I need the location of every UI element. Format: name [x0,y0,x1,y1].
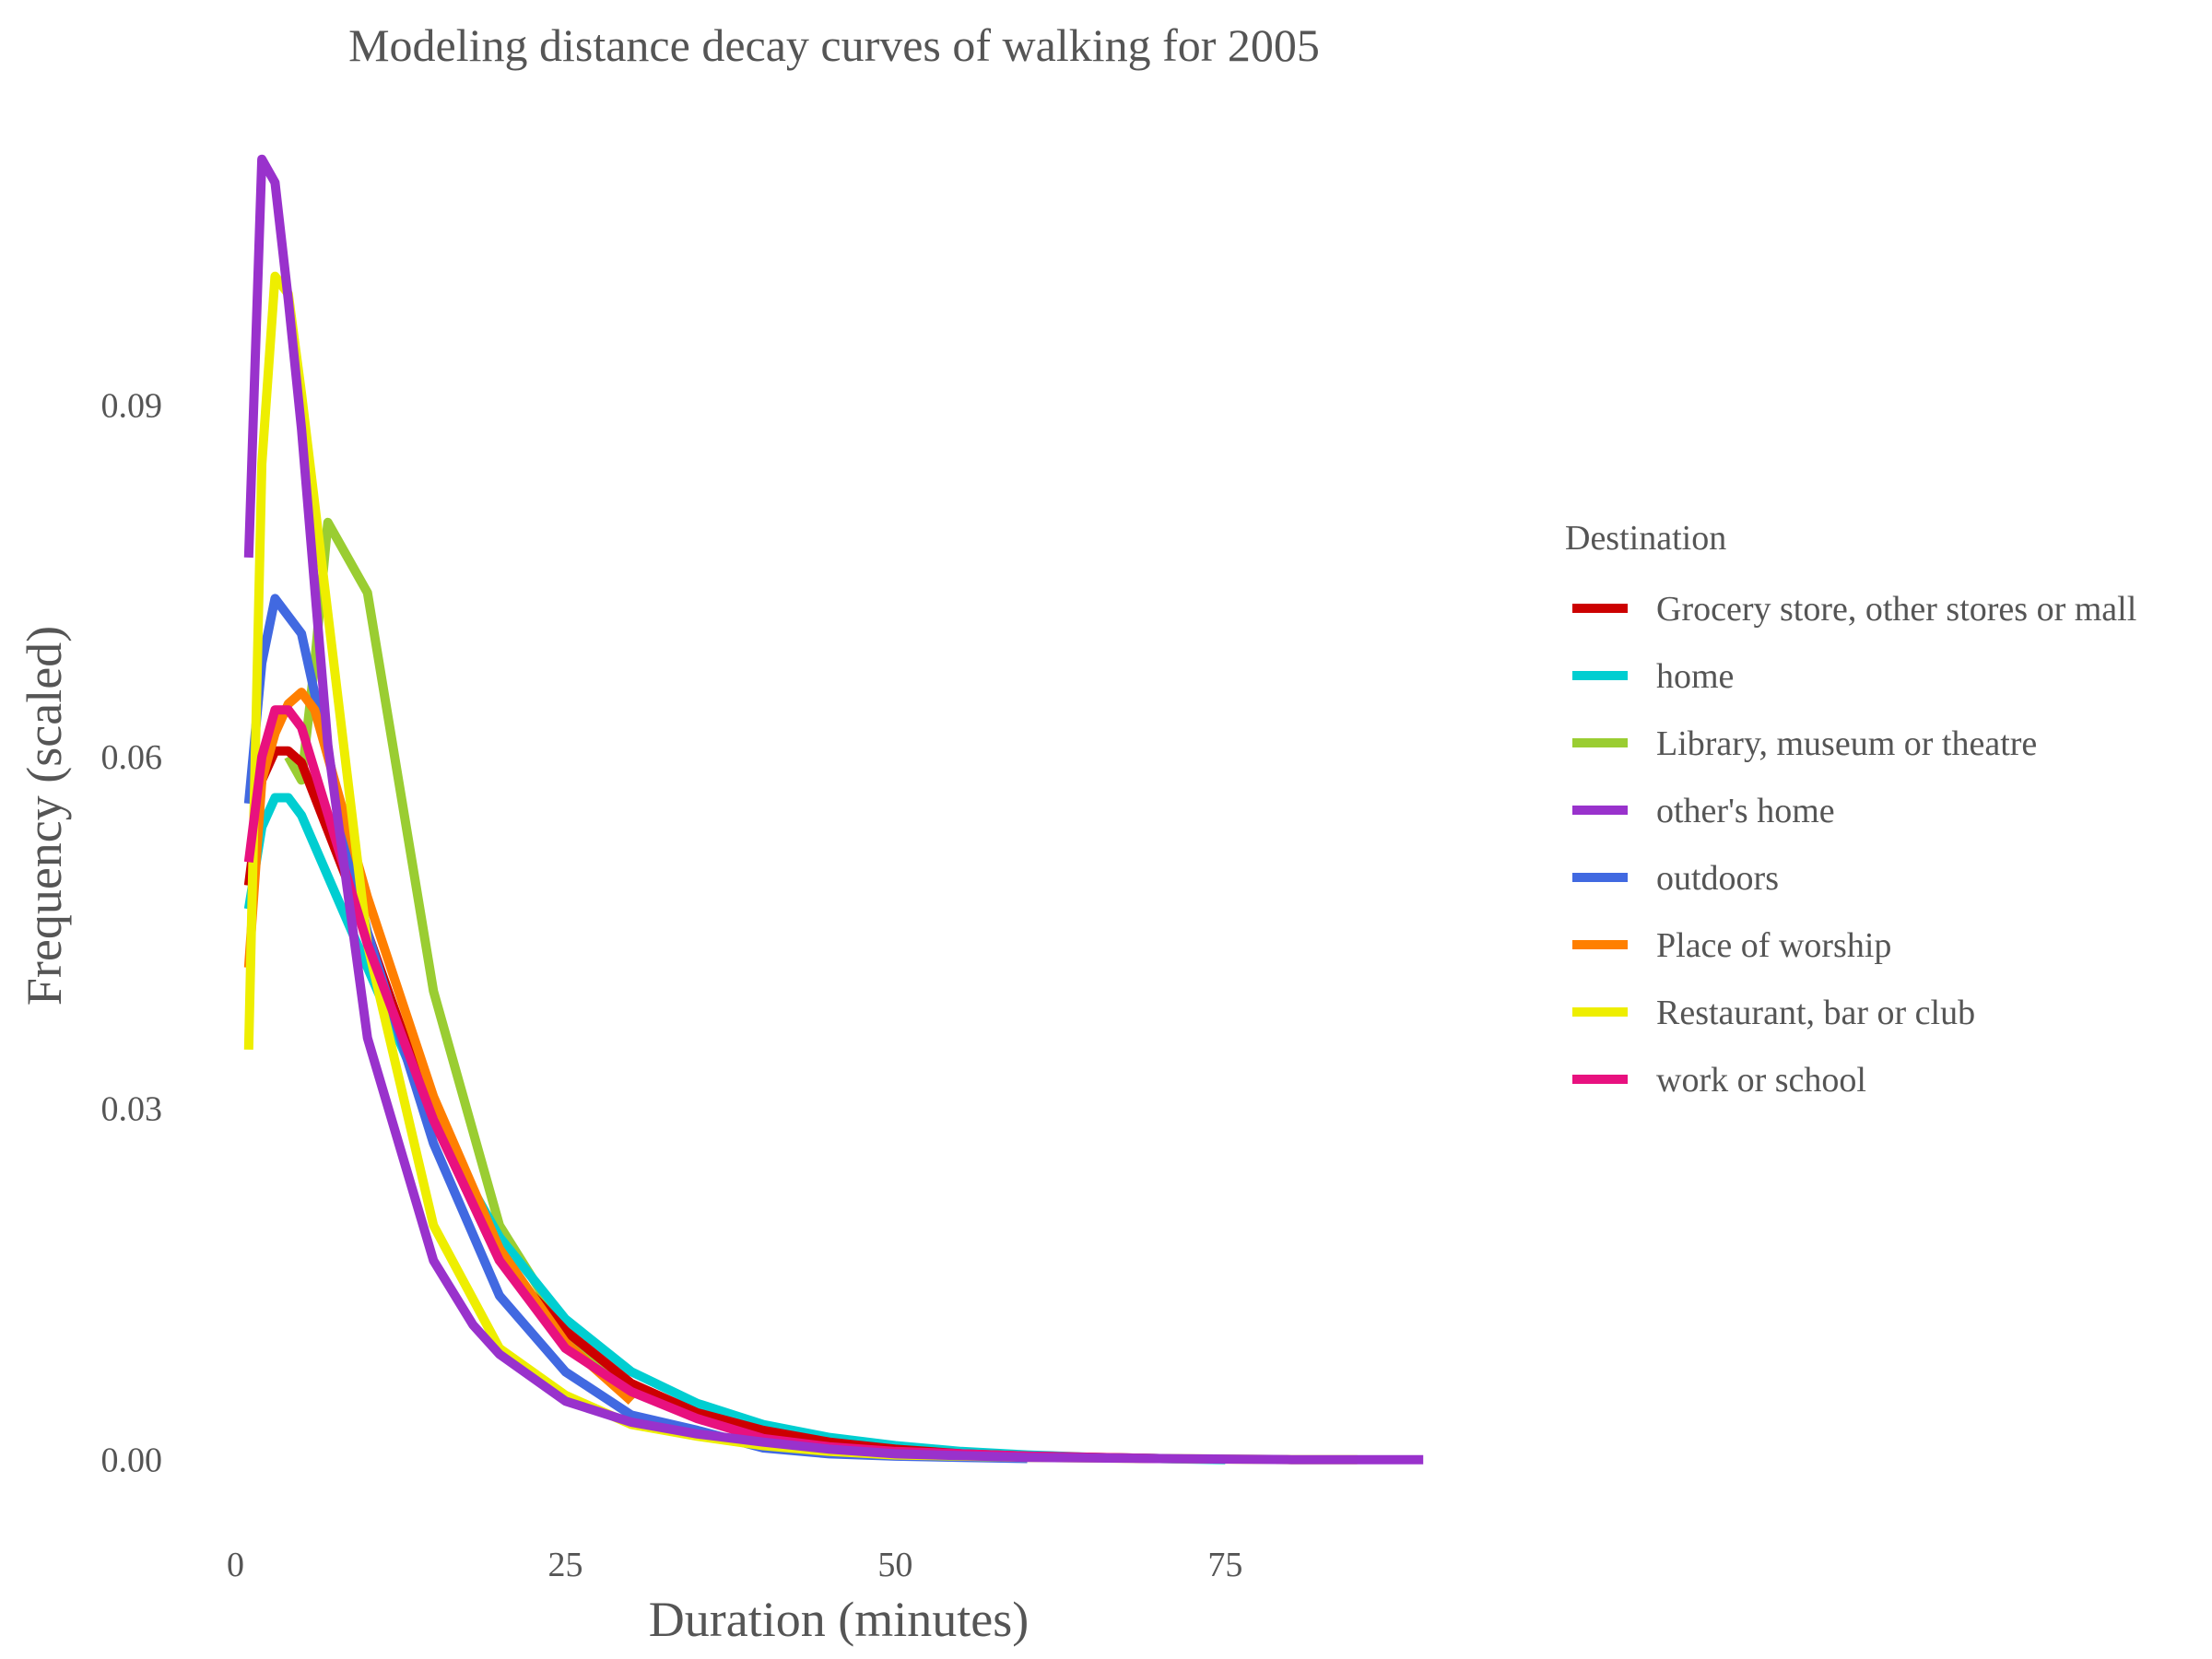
legend-title: Destination [1565,519,1726,558]
x-tick-label: 25 [548,1546,583,1584]
legend-label-work-or-school: work or school [1656,1061,1866,1100]
legend-label-library-museum-or-theatre: Library, museum or theatre [1656,724,2037,763]
legend: Destination Grocery store, other stores … [1565,519,2136,1100]
legend-label-grocery-store-other-stores-or-mall: Grocery store, other stores or mall [1656,590,2136,629]
legend-label-place-of-worship: Place of worship [1656,926,1891,965]
plot-area [243,154,1424,1465]
series-line-other-s-home [243,154,1424,1465]
legend-item-other-s-home: other's home [1572,792,1835,830]
legend-label-restaurant-bar-or-club: Restaurant, bar or club [1656,994,1975,1032]
y-tick-label: 0.00 [101,1441,163,1480]
legend-item-work-or-school: work or school [1572,1061,1866,1100]
x-tick-label: 50 [877,1546,912,1584]
legend-item-restaurant-bar-or-club: Restaurant, bar or club [1572,994,1975,1032]
y-tick-label: 0.06 [101,738,163,777]
legend-label-home: home [1656,657,1734,696]
legend-item-home: home [1572,657,1734,696]
x-axis: 0 25 50 75 [227,1546,1242,1584]
series-layer [243,154,1424,1465]
y-tick-label: 0.09 [101,387,163,426]
x-axis-title: Duration (minutes) [649,1592,1029,1647]
x-tick-label: 0 [227,1546,244,1584]
legend-item-grocery-store-other-stores-or-mall: Grocery store, other stores or mall [1572,590,2136,629]
legend-items: Grocery store, other stores or mall home L… [1572,590,2136,1100]
y-axis-title: Frequency (scaled) [17,626,72,1006]
x-tick-label: 75 [1207,1546,1242,1584]
legend-item-library-museum-or-theatre: Library, museum or theatre [1572,724,2037,763]
y-tick-label: 0.03 [101,1089,163,1128]
legend-label-outdoors: outdoors [1656,859,1779,898]
series-line-place-of-worship [243,688,635,1405]
chart-title: Modeling distance decay curves of walkin… [348,19,1320,71]
legend-item-outdoors: outdoors [1572,859,1779,898]
legend-label-other-s-home: other's home [1656,792,1835,830]
legend-item-place-of-worship: Place of worship [1572,926,1891,965]
y-axis: 0.00 0.03 0.06 0.09 [101,387,163,1480]
